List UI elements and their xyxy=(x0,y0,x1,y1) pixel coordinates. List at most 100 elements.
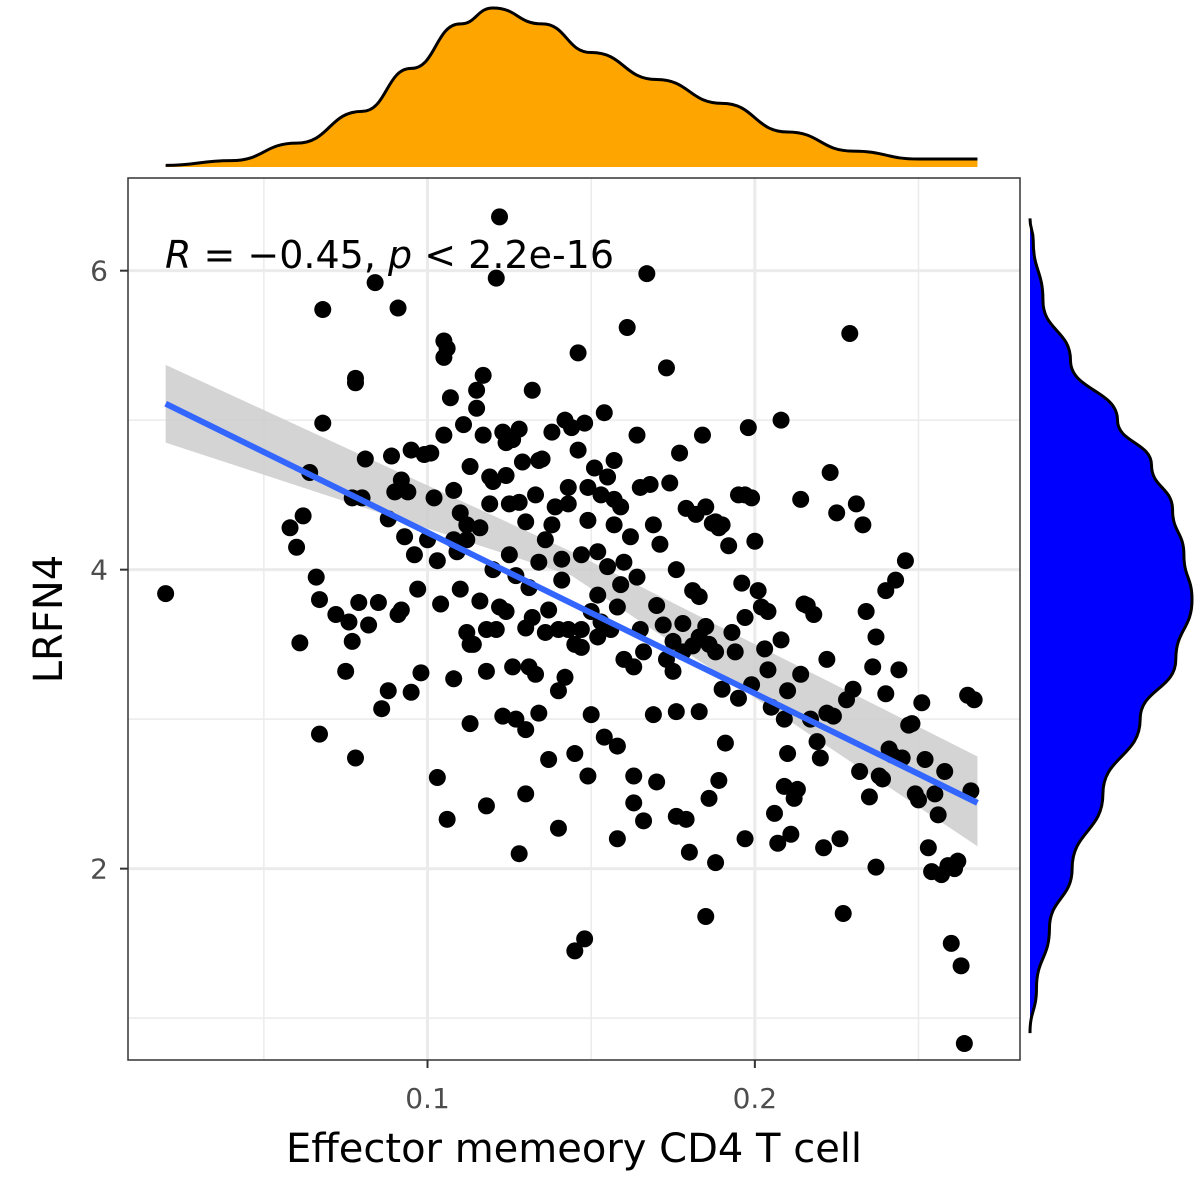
data-point xyxy=(536,623,554,641)
data-point xyxy=(481,468,499,486)
data-point xyxy=(599,558,617,576)
data-point xyxy=(157,585,175,603)
data-point xyxy=(759,603,777,621)
data-point xyxy=(860,788,878,806)
data-point xyxy=(347,374,365,392)
data-point xyxy=(756,640,774,658)
data-point xyxy=(841,324,859,342)
data-point xyxy=(621,528,639,546)
data-point xyxy=(425,489,443,507)
data-point xyxy=(468,381,486,399)
data-point xyxy=(432,595,450,613)
stat-r: R xyxy=(165,233,191,277)
data-point xyxy=(536,531,554,549)
data-point xyxy=(383,447,401,465)
data-point xyxy=(680,843,698,861)
data-point xyxy=(517,721,535,739)
data-point xyxy=(690,588,708,606)
data-point xyxy=(710,771,728,789)
data-point xyxy=(396,528,414,546)
data-point xyxy=(314,414,332,432)
data-point xyxy=(739,419,757,437)
data-point xyxy=(585,459,603,477)
data-point xyxy=(563,419,581,437)
data-point xyxy=(608,830,626,848)
data-point xyxy=(628,426,646,444)
plot-background xyxy=(128,178,1020,1060)
y-axis-title: LRFN4 xyxy=(26,555,72,683)
confidence-band xyxy=(165,364,978,847)
data-point xyxy=(765,804,783,822)
data-point xyxy=(671,444,689,462)
data-point xyxy=(864,658,882,676)
data-point xyxy=(644,516,662,534)
stat-rest: < 2.2e-16 xyxy=(412,233,614,277)
data-point xyxy=(690,703,708,721)
data-points xyxy=(157,208,983,1053)
data-point xyxy=(775,710,793,728)
data-point xyxy=(723,623,741,641)
x-tick-label: 0.1 xyxy=(405,1082,450,1115)
data-point xyxy=(540,751,558,769)
data-point xyxy=(877,685,895,703)
data-point xyxy=(572,638,590,656)
data-point xyxy=(572,546,590,564)
data-point xyxy=(527,665,545,683)
data-point xyxy=(510,493,528,511)
data-point xyxy=(471,519,489,537)
data-point xyxy=(576,414,594,432)
confidence-band-area xyxy=(165,364,978,847)
data-point xyxy=(468,399,486,417)
data-point xyxy=(733,574,751,592)
data-point xyxy=(546,498,564,516)
data-point xyxy=(445,670,463,688)
data-point xyxy=(340,613,358,631)
data-point xyxy=(661,474,679,492)
data-point xyxy=(595,404,613,422)
data-point xyxy=(530,553,548,571)
data-point xyxy=(759,661,777,679)
data-point xyxy=(458,531,476,549)
data-point xyxy=(310,725,328,743)
data-point xyxy=(445,481,463,499)
data-point xyxy=(651,535,669,553)
data-point xyxy=(700,789,718,807)
data-point xyxy=(553,550,571,568)
data-point xyxy=(399,483,417,501)
data-point xyxy=(779,745,797,763)
stat-p: p xyxy=(387,233,412,277)
data-point xyxy=(389,299,407,317)
data-point xyxy=(477,662,495,680)
data-point xyxy=(716,734,734,752)
data-point xyxy=(910,791,928,809)
data-point xyxy=(697,498,715,516)
data-point xyxy=(350,594,368,612)
data-point xyxy=(844,680,862,698)
data-point xyxy=(569,344,587,362)
data-point xyxy=(713,680,731,698)
data-point xyxy=(618,318,636,336)
data-point xyxy=(569,441,587,459)
data-point xyxy=(772,411,790,429)
marginal-x-density xyxy=(165,6,978,167)
data-point xyxy=(497,466,515,484)
data-point xyxy=(435,348,453,366)
data-point xyxy=(693,426,711,444)
x-tick-label: 0.2 xyxy=(733,1082,778,1115)
data-point xyxy=(896,552,914,570)
data-point xyxy=(615,553,633,571)
data-point xyxy=(402,441,420,459)
data-point xyxy=(782,825,800,843)
data-point xyxy=(635,812,653,830)
data-point xyxy=(549,682,567,700)
data-point xyxy=(566,745,584,763)
data-point xyxy=(428,552,446,570)
y-tick-label: 6 xyxy=(90,255,108,288)
data-point xyxy=(821,463,839,481)
data-point xyxy=(707,854,725,872)
data-point xyxy=(824,707,842,725)
data-point xyxy=(356,450,374,468)
data-point xyxy=(805,606,823,624)
data-point xyxy=(815,839,833,857)
